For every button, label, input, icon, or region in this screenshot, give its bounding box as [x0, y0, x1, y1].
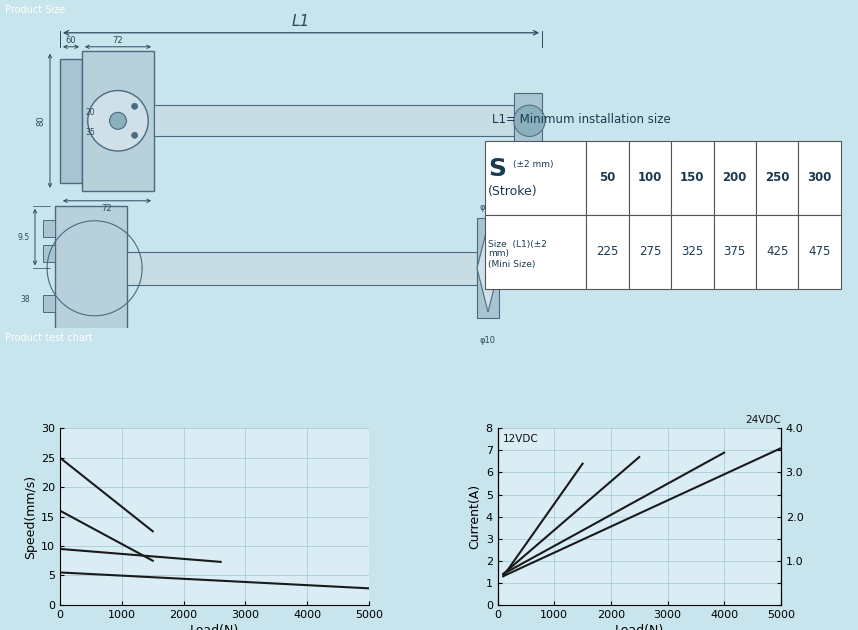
Bar	[714, 141, 756, 215]
Text: 9.5: 9.5	[18, 232, 30, 241]
Text: Product Size: Product Size	[5, 6, 65, 15]
Text: 40: 40	[511, 154, 523, 163]
Text: 100: 100	[637, 171, 662, 185]
Bar	[485, 215, 586, 289]
Bar	[714, 215, 756, 289]
Polygon shape	[477, 224, 499, 312]
Text: φ22: φ22	[480, 203, 496, 212]
Text: 475: 475	[808, 245, 831, 258]
Text: 38: 38	[21, 295, 30, 304]
Text: 375: 375	[723, 245, 746, 258]
Bar	[43, 244, 55, 262]
Text: 72: 72	[102, 203, 112, 213]
Text: L1= Minimum installation size: L1= Minimum installation size	[492, 113, 671, 126]
Y-axis label: Current(A): Current(A)	[468, 484, 481, 549]
Text: (±2 mm): (±2 mm)	[513, 160, 553, 169]
Bar	[55, 206, 127, 331]
Text: 60: 60	[66, 36, 76, 45]
Bar	[477, 218, 499, 318]
X-axis label: Load(N): Load(N)	[190, 624, 239, 630]
Text: 150: 150	[680, 171, 704, 185]
Bar	[671, 141, 714, 215]
Circle shape	[131, 103, 137, 109]
Bar	[60, 59, 82, 183]
Bar	[756, 215, 799, 289]
Bar	[154, 105, 514, 136]
Text: 3.3: 3.3	[502, 264, 514, 273]
Bar	[43, 295, 55, 312]
Text: 200: 200	[722, 171, 747, 185]
Bar	[629, 141, 671, 215]
Text: S: S	[488, 156, 506, 181]
Bar	[127, 252, 477, 285]
Text: 20: 20	[85, 108, 95, 117]
Text: 24VDC: 24VDC	[745, 415, 781, 425]
Bar	[756, 141, 799, 215]
Circle shape	[88, 91, 148, 151]
Text: 425: 425	[766, 245, 789, 258]
Text: φ10: φ10	[480, 336, 496, 345]
Text: Product test chart: Product test chart	[5, 333, 93, 343]
Text: 72: 72	[112, 36, 124, 45]
Bar	[82, 51, 154, 191]
Bar	[586, 215, 629, 289]
Circle shape	[514, 105, 545, 137]
Text: 22: 22	[540, 154, 550, 163]
Bar	[43, 219, 55, 237]
X-axis label: Load(N): Load(N)	[614, 624, 664, 630]
Circle shape	[110, 112, 126, 129]
Bar	[629, 215, 671, 289]
Bar	[514, 93, 542, 149]
Bar	[799, 141, 841, 215]
Bar	[799, 215, 841, 289]
Y-axis label: Speed(mm/s): Speed(mm/s)	[24, 474, 37, 559]
Bar	[586, 141, 629, 215]
Text: 300: 300	[807, 171, 831, 185]
Text: 225: 225	[596, 245, 619, 258]
Text: 250: 250	[765, 171, 789, 185]
Text: φ2.4: φ2.4	[493, 263, 509, 269]
Text: L1: L1	[292, 14, 310, 29]
Text: 35: 35	[85, 129, 95, 137]
Text: 325: 325	[681, 245, 704, 258]
Text: 50: 50	[599, 171, 616, 185]
Text: mm): mm)	[488, 249, 510, 258]
Text: 275: 275	[638, 245, 661, 258]
Text: 12VDC: 12VDC	[504, 433, 539, 444]
Text: Size  (L1)(±2: Size (L1)(±2	[488, 239, 547, 249]
Bar	[485, 141, 586, 215]
Text: (Mini Size): (Mini Size)	[488, 260, 535, 270]
Text: (Stroke): (Stroke)	[488, 185, 538, 198]
Text: 80: 80	[36, 115, 45, 126]
Bar	[671, 215, 714, 289]
Circle shape	[131, 132, 137, 139]
